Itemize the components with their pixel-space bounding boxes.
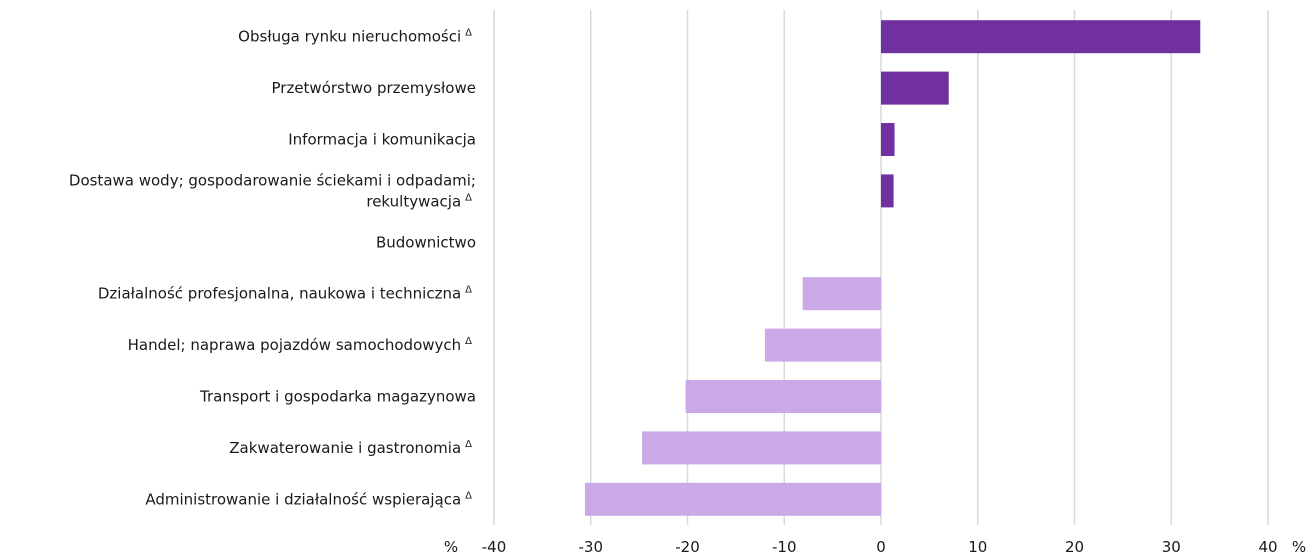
bar: [881, 174, 894, 208]
delta-marker: Δ: [465, 439, 472, 450]
category-label: rekultywacja Δ: [366, 192, 472, 210]
bar: [881, 71, 949, 105]
delta-marker: Δ: [465, 192, 472, 203]
bars: [584, 20, 1201, 516]
x-unit-left: %: [444, 538, 458, 555]
x-tick-label: -10: [772, 538, 797, 555]
x-unit-right: %: [1292, 538, 1306, 555]
x-tick-label: 30: [1162, 538, 1181, 555]
bar: [802, 277, 881, 311]
bar: [764, 328, 881, 362]
x-tick-label: 40: [1258, 538, 1277, 555]
category-labels: Obsługa rynku nieruchomości Δ Przetwórstwo…: [69, 28, 476, 509]
category-label: Administrowanie i działalność wspierając…: [145, 490, 472, 508]
x-tick-label: 20: [1065, 538, 1084, 555]
delta-marker: Δ: [465, 285, 472, 296]
delta-marker: Δ: [465, 490, 472, 501]
x-tick-label: -20: [675, 538, 700, 555]
bar: [881, 20, 1201, 54]
bar: [881, 123, 895, 156]
category-label: Handel; naprawa pojazdów samochodowych Δ: [128, 336, 473, 354]
delta-marker: Δ: [465, 28, 472, 39]
category-label: Budownictwo: [376, 233, 476, 251]
category-label: Przetwórstwo przemysłowe: [272, 79, 477, 97]
category-label: Obsługa rynku nieruchomości Δ: [238, 28, 472, 46]
x-tick-label: -40: [482, 538, 507, 555]
category-label: Informacja i komunikacja: [288, 131, 476, 149]
delta-marker: Δ: [465, 336, 472, 347]
bar: [642, 431, 881, 465]
x-tick-label: -30: [579, 538, 604, 555]
category-label: Działalność profesjonalna, naukowa i tec…: [98, 285, 472, 303]
category-label: Zakwaterowanie i gastronomia Δ: [229, 439, 472, 457]
x-tick-label: 0: [876, 538, 886, 555]
x-axis-ticks: % % -40 -30 -20 -10 0 10 20 30 40: [444, 538, 1306, 555]
category-label: Transport i gospodarka magazynowa: [199, 388, 476, 406]
bar: [584, 482, 881, 516]
x-tick-label: 10: [968, 538, 987, 555]
category-label: Dostawa wody; gospodarowanie ściekami i …: [69, 171, 476, 189]
bar: [685, 380, 881, 413]
